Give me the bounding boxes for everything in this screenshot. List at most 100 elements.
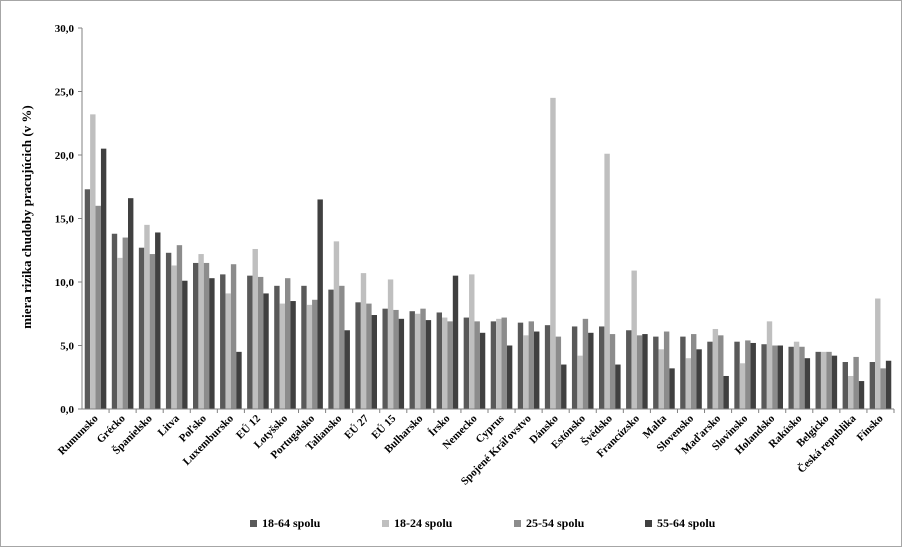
bar (469, 274, 475, 409)
legend-swatch (514, 520, 521, 527)
bar (420, 308, 426, 409)
y-tick-label: 20,0 (55, 150, 75, 162)
bar (544, 325, 551, 409)
bar (685, 358, 691, 409)
bar (220, 274, 226, 409)
bar (230, 264, 237, 409)
bar (463, 317, 470, 409)
bar (165, 252, 172, 409)
bar (691, 334, 697, 409)
y-axis-title: miera rizika chudoby pracujúcich (v %) (19, 105, 34, 329)
bar (252, 248, 258, 409)
bar (263, 293, 269, 409)
bar (176, 245, 183, 409)
bar (875, 298, 881, 409)
bar (615, 364, 621, 409)
bar (479, 332, 486, 409)
bar (750, 342, 756, 409)
bar (793, 341, 800, 409)
bar (626, 330, 632, 409)
bar (182, 280, 188, 409)
bar (279, 303, 285, 409)
bar (534, 331, 540, 409)
bar (696, 349, 702, 409)
bar (761, 344, 767, 409)
bar (528, 321, 534, 409)
bar (398, 318, 405, 409)
bar (577, 355, 583, 409)
bar (339, 285, 345, 409)
bar (496, 318, 502, 409)
bars (84, 97, 892, 410)
bar (306, 304, 313, 409)
bar (155, 232, 161, 409)
y-axis-ticks: 0,0 5,0 10,0 15,0 20,0 25,0 30,0 (55, 23, 82, 416)
bar (328, 289, 334, 409)
legend-swatch (645, 520, 652, 527)
bar (712, 328, 719, 409)
bar (447, 321, 453, 409)
bar (604, 153, 610, 409)
bar (290, 301, 296, 409)
bar (550, 97, 556, 409)
legend: 18-64 spolu 18-24 spolu 25-54 spolu 55-64 s… (250, 516, 716, 530)
bar (831, 355, 838, 409)
bar (842, 362, 848, 409)
y-tick-label: 0,0 (60, 404, 74, 416)
bar (452, 275, 459, 409)
bar (344, 330, 350, 409)
y-tick-label: 5,0 (60, 341, 74, 353)
bar (642, 334, 648, 409)
bar (203, 262, 210, 409)
bar (663, 331, 670, 409)
y-tick-label: 15,0 (55, 214, 75, 226)
bar (490, 321, 497, 409)
bar (880, 368, 886, 409)
x-tick-label: EÚ 27 (342, 412, 371, 441)
bar (247, 275, 253, 409)
x-tick-label: Rumunsko (56, 412, 101, 457)
bar (274, 285, 280, 409)
bar (371, 315, 377, 409)
bar (100, 148, 107, 409)
legend-swatch (250, 520, 257, 527)
bar (128, 198, 134, 409)
bar (317, 199, 323, 409)
bar (815, 351, 821, 409)
bar (680, 336, 686, 409)
bar (425, 320, 432, 409)
bar (409, 311, 415, 409)
bar (885, 360, 892, 409)
bar (723, 375, 729, 409)
bar (111, 233, 118, 409)
bar (285, 278, 291, 409)
bar (117, 257, 123, 409)
bar (734, 341, 740, 409)
bar (382, 308, 388, 409)
bar (414, 313, 421, 409)
y-tick-label: 25,0 (55, 87, 75, 99)
bar (799, 346, 805, 409)
bar (355, 302, 361, 409)
bar (555, 336, 562, 409)
bar (257, 276, 264, 409)
bar (144, 224, 150, 409)
bar (236, 351, 242, 409)
bar (561, 364, 567, 409)
bar (772, 345, 778, 409)
bar (820, 351, 827, 409)
y-tick-label: 30,0 (55, 23, 75, 35)
bar (198, 254, 204, 409)
bar (718, 335, 724, 409)
bar (84, 189, 91, 409)
bar (506, 345, 513, 409)
bar (312, 299, 318, 409)
bar (826, 351, 832, 409)
bar (517, 322, 524, 409)
bar (636, 335, 643, 409)
bar (766, 321, 773, 409)
bar (501, 317, 507, 409)
bar (858, 381, 865, 409)
